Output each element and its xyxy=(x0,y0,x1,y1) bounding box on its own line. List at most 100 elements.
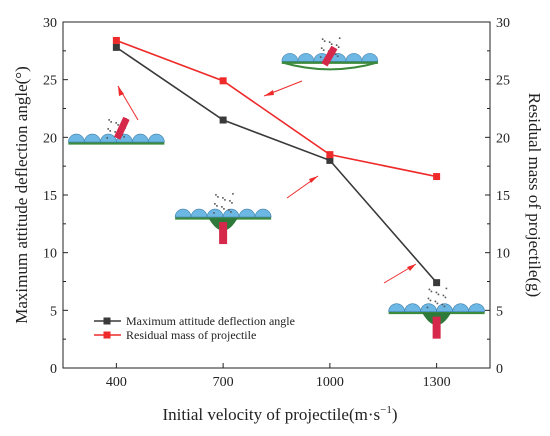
inset-1000 xyxy=(174,193,272,245)
y-tick-label-right: 10 xyxy=(496,247,510,262)
inset-ball xyxy=(404,303,421,312)
inset-ball xyxy=(238,208,256,218)
y-tick-label-right: 20 xyxy=(496,131,510,146)
y-tick-label-left: 20 xyxy=(43,131,57,146)
inset-debris xyxy=(108,119,110,121)
x-axis-label: Initial velocity of projectile(m·s−1) xyxy=(162,404,397,424)
inset-debris xyxy=(223,208,225,210)
legend-marker-mass xyxy=(103,331,111,339)
inset-debris xyxy=(443,305,446,308)
series-1-point-2 xyxy=(326,151,334,159)
inset-ball xyxy=(68,133,85,143)
inset-projectile xyxy=(321,45,338,67)
inset-debris xyxy=(109,130,111,132)
inset-ball xyxy=(420,303,437,312)
inset-debris xyxy=(106,137,108,139)
inset-ball xyxy=(436,303,453,312)
y-tick-label-left: 30 xyxy=(43,16,57,31)
inset-debris xyxy=(114,131,116,133)
inset-700 xyxy=(281,37,379,71)
legend: Maximum attitude deflection angle Residu… xyxy=(94,314,295,342)
inset-ball xyxy=(297,53,315,62)
inset-1300 xyxy=(388,287,485,339)
inset-debris xyxy=(216,205,218,207)
inset-debris xyxy=(123,136,125,138)
inset-ball xyxy=(84,133,101,143)
inset-ball xyxy=(206,208,224,218)
series-layer xyxy=(112,36,441,287)
y-tick-label-left: 0 xyxy=(50,362,57,377)
inset-debris xyxy=(441,303,444,306)
y-tick-label-right: 15 xyxy=(496,189,510,204)
inset-debris xyxy=(221,206,223,208)
inset-ball xyxy=(254,208,272,218)
series-1-point-1 xyxy=(219,77,227,85)
inset-debris xyxy=(437,293,440,296)
x-tick-label: 1300 xyxy=(423,375,451,390)
inset-ball xyxy=(100,133,117,143)
series-1-point-3 xyxy=(433,173,441,181)
tick-layer: 400 700 1000 1300 0 5 10 15 20 25 30 0 5 10 15 20 25 30 xyxy=(43,16,510,390)
series-line-1 xyxy=(116,39,437,178)
inset-projectile xyxy=(432,316,441,339)
inset-projectile xyxy=(114,116,130,140)
inset-debris xyxy=(328,41,331,43)
inset-debris xyxy=(322,49,325,51)
y-tick-label-left: 15 xyxy=(43,189,57,204)
y-tick-label-right: 5 xyxy=(496,304,503,319)
inset-debris xyxy=(115,122,117,124)
inset-ball xyxy=(388,303,405,312)
inset-debris xyxy=(435,291,438,294)
y-tick-label-left: 5 xyxy=(50,304,57,319)
y-tick-label-right: 25 xyxy=(496,74,510,89)
inset-400 xyxy=(68,116,165,145)
series-0-point-2 xyxy=(326,156,334,164)
inset-debris xyxy=(215,194,217,196)
inset-debris xyxy=(214,203,216,205)
inset-debris xyxy=(110,121,112,123)
series-0-point-0 xyxy=(112,43,120,51)
series-0-point-3 xyxy=(433,279,441,287)
inset-debris xyxy=(213,212,215,214)
inset-debris xyxy=(445,287,448,290)
inset-debris xyxy=(330,43,333,45)
inset-debris xyxy=(229,200,231,202)
inset-debris xyxy=(426,306,429,309)
inset-debris xyxy=(444,296,447,299)
inset-debris xyxy=(436,302,439,305)
inset-debris xyxy=(321,38,324,40)
inset-ball xyxy=(468,303,485,312)
x-tick-label: 700 xyxy=(213,375,234,390)
inset-debris xyxy=(228,209,230,211)
y-tick-label-left: 10 xyxy=(43,247,57,262)
legend-marker-angle xyxy=(103,317,111,325)
series-0-point-1 xyxy=(219,116,227,124)
inset-layer xyxy=(68,37,485,339)
y-axis-label-left: Maximum attitude deflection angle(°) xyxy=(12,66,31,323)
inset-ball xyxy=(132,133,149,143)
inset-debris xyxy=(336,55,339,57)
inset-plate-bend xyxy=(281,61,379,71)
x-tick-label: 1000 xyxy=(316,375,344,390)
inset-debris xyxy=(232,193,234,195)
inset-debris xyxy=(222,197,224,199)
x-tick-label: 400 xyxy=(106,375,127,390)
inset-debris xyxy=(217,196,219,198)
y-axis-label-right: Residual mass of projectile(g) xyxy=(525,93,544,297)
inset-ball xyxy=(148,133,165,143)
inset-debris xyxy=(335,44,338,46)
inset-debris xyxy=(323,40,326,42)
inset-projectile xyxy=(219,222,228,245)
annotation-arrows xyxy=(117,80,417,284)
inset-debris xyxy=(427,297,430,300)
series-line-0 xyxy=(115,46,438,284)
y-tick-label-right: 30 xyxy=(496,16,510,31)
y-tick-label-left: 25 xyxy=(43,74,57,89)
inset-ball xyxy=(190,208,208,218)
y-tick-label-right: 0 xyxy=(496,362,503,377)
inset-debris xyxy=(429,299,432,302)
inset-ball xyxy=(174,208,192,218)
inset-debris xyxy=(117,124,119,126)
inset-debris xyxy=(107,128,109,130)
inset-ball xyxy=(345,53,363,62)
